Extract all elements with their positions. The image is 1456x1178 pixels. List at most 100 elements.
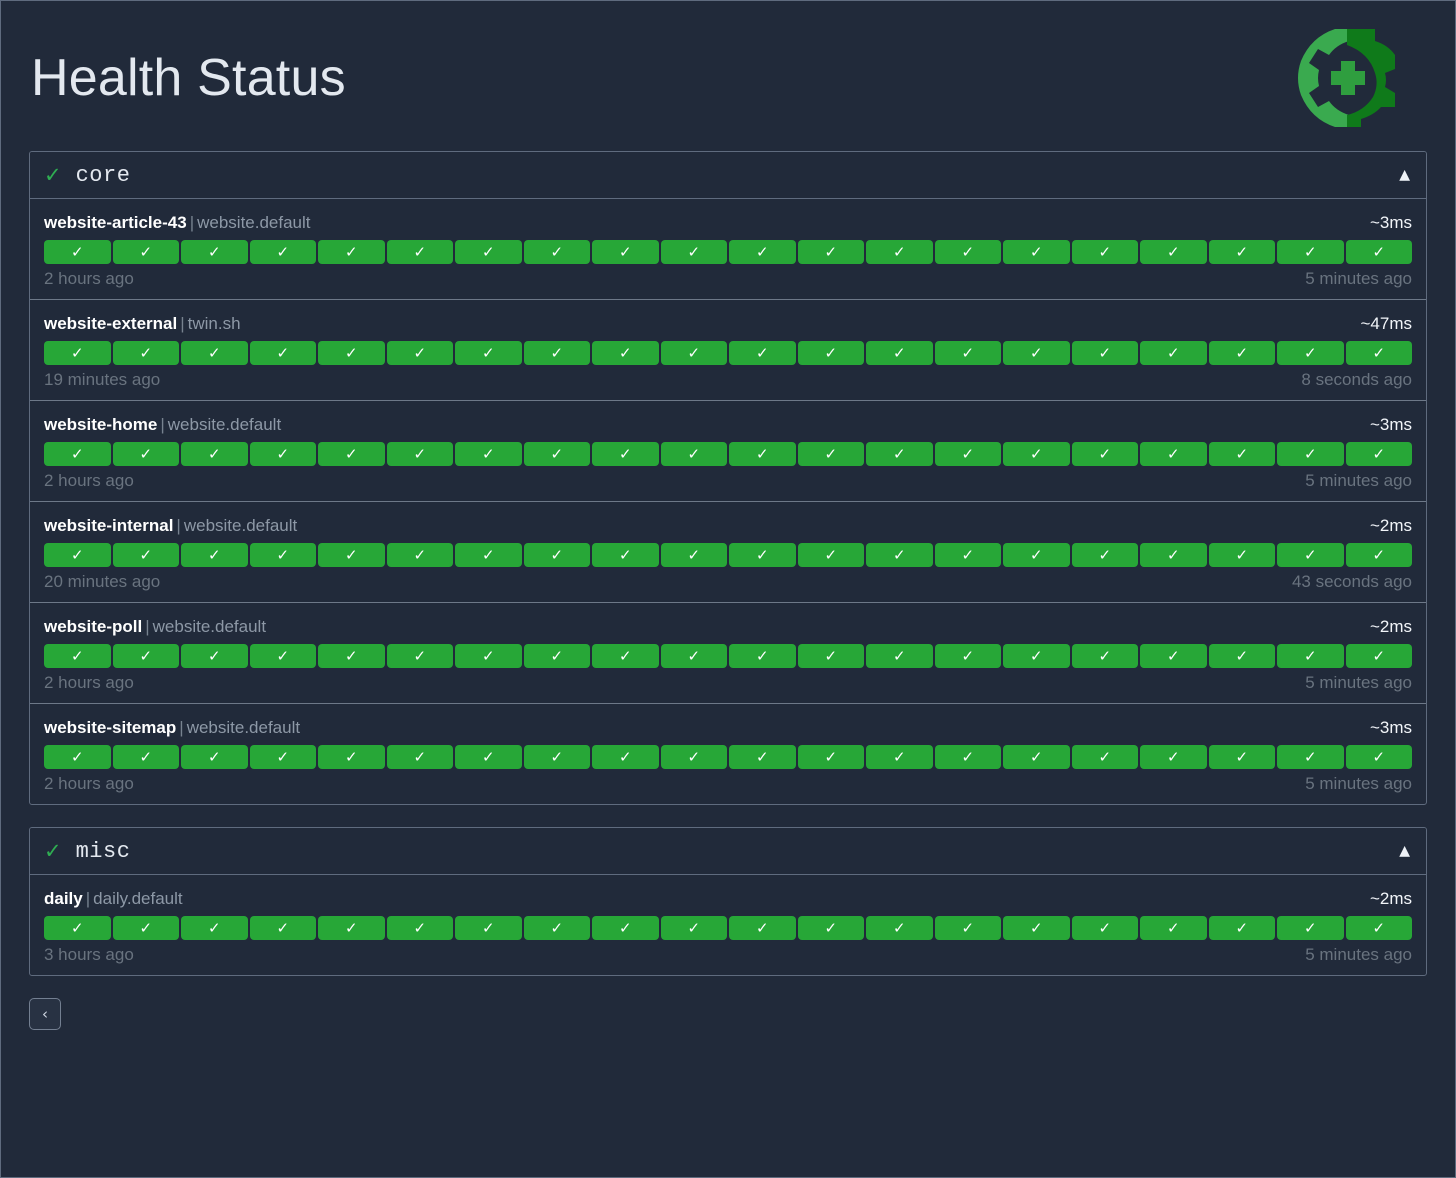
status-bar-up[interactable]: ✓ — [249, 916, 316, 940]
status-bar-up[interactable]: ✓ — [249, 644, 316, 668]
status-bar-up[interactable]: ✓ — [797, 644, 864, 668]
status-bar-up[interactable]: ✓ — [866, 916, 933, 940]
status-bar-up[interactable]: ✓ — [181, 442, 248, 466]
status-bar-up[interactable]: ✓ — [386, 341, 453, 365]
status-bar-up[interactable]: ✓ — [1071, 442, 1138, 466]
status-bar-up[interactable]: ✓ — [1140, 745, 1207, 769]
status-bar-up[interactable]: ✓ — [934, 442, 1001, 466]
status-bar-up[interactable]: ✓ — [386, 543, 453, 567]
status-bar-up[interactable]: ✓ — [797, 745, 864, 769]
status-bar-up[interactable]: ✓ — [249, 341, 316, 365]
group-header-core[interactable]: ✓ core ▲ — [30, 152, 1426, 199]
status-bar-up[interactable]: ✓ — [44, 341, 111, 365]
collapse-up-icon[interactable]: ▲ — [1399, 843, 1410, 859]
status-bar-up[interactable]: ✓ — [729, 916, 796, 940]
status-bar-up[interactable]: ✓ — [318, 341, 385, 365]
status-bar-up[interactable]: ✓ — [386, 240, 453, 264]
status-bar-up[interactable]: ✓ — [523, 341, 590, 365]
status-bar-up[interactable]: ✓ — [44, 543, 111, 567]
prev-page-button[interactable]: ‹ — [29, 998, 61, 1030]
status-bar-up[interactable]: ✓ — [181, 745, 248, 769]
status-bar-up[interactable]: ✓ — [318, 543, 385, 567]
status-bar-up[interactable]: ✓ — [318, 442, 385, 466]
status-bar-up[interactable]: ✓ — [660, 543, 727, 567]
status-bar-up[interactable]: ✓ — [592, 644, 659, 668]
status-bar-up[interactable]: ✓ — [112, 745, 179, 769]
status-bar-up[interactable]: ✓ — [249, 745, 316, 769]
status-bar-up[interactable]: ✓ — [523, 916, 590, 940]
status-bar-up[interactable]: ✓ — [934, 644, 1001, 668]
status-bar-up[interactable]: ✓ — [866, 745, 933, 769]
status-bar-up[interactable]: ✓ — [1003, 442, 1070, 466]
status-bar-up[interactable]: ✓ — [386, 916, 453, 940]
status-bar-up[interactable]: ✓ — [729, 442, 796, 466]
service-name[interactable]: website-home — [44, 415, 158, 434]
status-bar-up[interactable]: ✓ — [181, 916, 248, 940]
status-bar-up[interactable]: ✓ — [1208, 644, 1275, 668]
status-bar-up[interactable]: ✓ — [1277, 442, 1344, 466]
status-bar-up[interactable]: ✓ — [318, 745, 385, 769]
status-bar-up[interactable]: ✓ — [523, 240, 590, 264]
status-bar-up[interactable]: ✓ — [112, 240, 179, 264]
status-bar-up[interactable]: ✓ — [1208, 442, 1275, 466]
status-bar-up[interactable]: ✓ — [729, 240, 796, 264]
status-bar-up[interactable]: ✓ — [1208, 240, 1275, 264]
status-bar-up[interactable]: ✓ — [1277, 916, 1344, 940]
status-bar-up[interactable]: ✓ — [934, 240, 1001, 264]
status-bar-up[interactable]: ✓ — [660, 240, 727, 264]
status-bar-up[interactable]: ✓ — [181, 543, 248, 567]
status-bar-up[interactable]: ✓ — [1071, 644, 1138, 668]
status-bar-up[interactable]: ✓ — [934, 745, 1001, 769]
status-bar-up[interactable]: ✓ — [318, 644, 385, 668]
status-bar-up[interactable]: ✓ — [1277, 341, 1344, 365]
status-bar-up[interactable]: ✓ — [1277, 240, 1344, 264]
status-bar-up[interactable]: ✓ — [523, 644, 590, 668]
status-bar-up[interactable]: ✓ — [1071, 240, 1138, 264]
status-bar-up[interactable]: ✓ — [455, 341, 522, 365]
status-bar-up[interactable]: ✓ — [1003, 341, 1070, 365]
service-name[interactable]: website-sitemap — [44, 718, 177, 737]
status-bar-up[interactable]: ✓ — [592, 341, 659, 365]
status-bar-up[interactable]: ✓ — [934, 916, 1001, 940]
service-name[interactable]: website-poll — [44, 617, 143, 636]
status-bar-up[interactable]: ✓ — [386, 745, 453, 769]
status-bar-up[interactable]: ✓ — [592, 442, 659, 466]
status-bar-up[interactable]: ✓ — [1140, 240, 1207, 264]
status-bar-up[interactable]: ✓ — [249, 543, 316, 567]
status-bar-up[interactable]: ✓ — [181, 341, 248, 365]
status-bar-up[interactable]: ✓ — [1071, 543, 1138, 567]
status-bar-up[interactable]: ✓ — [1208, 745, 1275, 769]
status-bar-up[interactable]: ✓ — [1208, 341, 1275, 365]
status-bar-up[interactable]: ✓ — [1003, 916, 1070, 940]
service-name[interactable]: daily — [44, 889, 83, 908]
status-bar-up[interactable]: ✓ — [1277, 745, 1344, 769]
status-bar-up[interactable]: ✓ — [797, 916, 864, 940]
status-bar-up[interactable]: ✓ — [455, 644, 522, 668]
status-bar-up[interactable]: ✓ — [1345, 916, 1412, 940]
status-bar-up[interactable]: ✓ — [112, 543, 179, 567]
status-bar-up[interactable]: ✓ — [112, 442, 179, 466]
service-name[interactable]: website-article-43 — [44, 213, 187, 232]
status-bar-up[interactable]: ✓ — [386, 644, 453, 668]
status-bar-up[interactable]: ✓ — [729, 543, 796, 567]
status-bar-up[interactable]: ✓ — [1345, 442, 1412, 466]
status-bar-up[interactable]: ✓ — [44, 916, 111, 940]
status-bar-up[interactable]: ✓ — [660, 644, 727, 668]
collapse-up-icon[interactable]: ▲ — [1399, 167, 1410, 183]
status-bar-up[interactable]: ✓ — [44, 240, 111, 264]
status-bar-up[interactable]: ✓ — [1140, 644, 1207, 668]
status-bar-up[interactable]: ✓ — [592, 916, 659, 940]
status-bar-up[interactable]: ✓ — [1140, 543, 1207, 567]
status-bar-up[interactable]: ✓ — [1071, 341, 1138, 365]
status-bar-up[interactable]: ✓ — [1140, 442, 1207, 466]
status-bar-up[interactable]: ✓ — [729, 644, 796, 668]
status-bar-up[interactable]: ✓ — [1277, 644, 1344, 668]
status-bar-up[interactable]: ✓ — [1345, 745, 1412, 769]
status-bar-up[interactable]: ✓ — [934, 341, 1001, 365]
status-bar-up[interactable]: ✓ — [1003, 240, 1070, 264]
status-bar-up[interactable]: ✓ — [1003, 644, 1070, 668]
status-bar-up[interactable]: ✓ — [592, 543, 659, 567]
group-header-misc[interactable]: ✓ misc ▲ — [30, 828, 1426, 875]
status-bar-up[interactable]: ✓ — [866, 442, 933, 466]
status-bar-up[interactable]: ✓ — [1345, 644, 1412, 668]
